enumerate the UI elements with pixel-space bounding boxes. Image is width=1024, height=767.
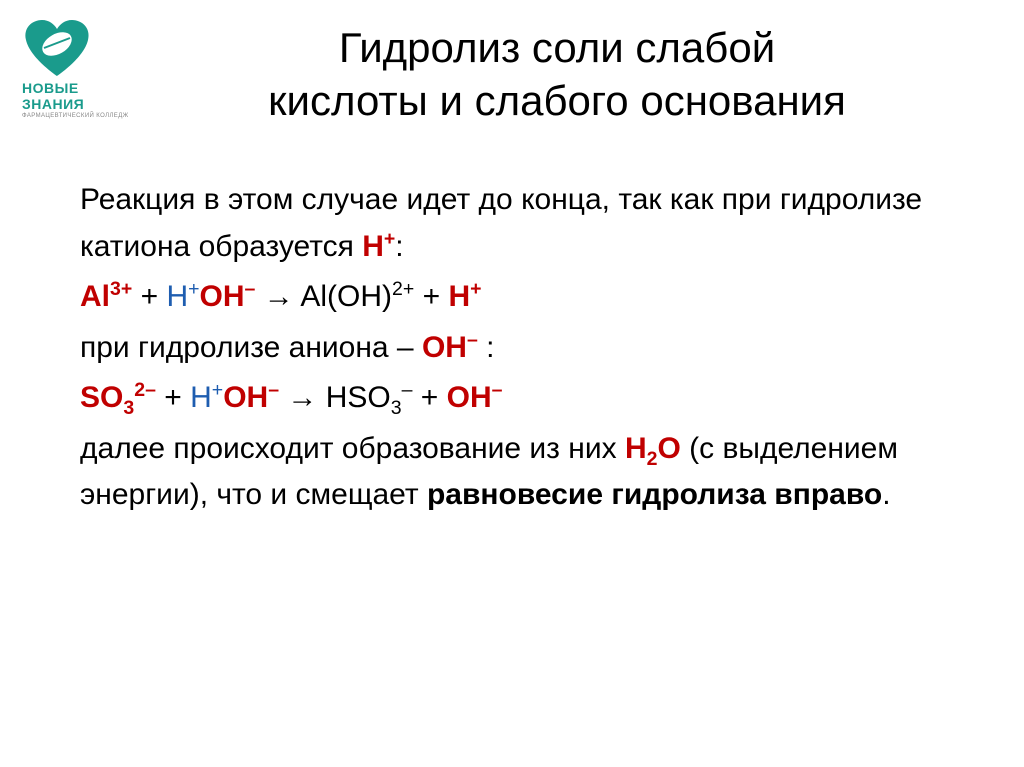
- p2-oh-sym: OH: [422, 331, 467, 364]
- eq2-oh2-sym: OH: [447, 381, 492, 414]
- h-plus-ion: H+: [362, 230, 395, 263]
- aloh-sup: 2+: [392, 278, 414, 300]
- p2-text: при гидролизе аниона –: [80, 331, 422, 364]
- logo-heart-icon: [22, 18, 92, 78]
- plus-op-3: +: [156, 381, 190, 414]
- p3-bold: равновесие гидролиза вправо: [427, 478, 882, 511]
- p2-oh-sup: –: [467, 329, 478, 351]
- logo-title: НОВЫЕ ЗНАНИЯ: [22, 80, 142, 112]
- p3-dot: .: [882, 478, 890, 511]
- paragraph-2: при гидролизе аниона – OH– :: [80, 325, 964, 372]
- oh-sym: OH: [200, 280, 245, 313]
- aloh-sym: Al(OH): [300, 280, 392, 313]
- h-sym: H: [166, 280, 188, 313]
- paragraph-3: далее происходит образование из них H2O …: [80, 426, 964, 519]
- aloh2plus: Al(OH)2+: [300, 280, 414, 313]
- colon-1: :: [395, 230, 403, 263]
- h-sup-1: +: [188, 278, 199, 300]
- logo-block: НОВЫЕ ЗНАНИЯ ФАРМАЦЕВТИЧЕСКИЙ КОЛЛЕДЖ: [22, 18, 142, 119]
- hplus-red: H+: [448, 280, 481, 313]
- h-charge: +: [384, 228, 395, 250]
- equation-2: SO32– + H+OH– → HSO3– + OH–: [80, 375, 964, 422]
- so3-ion: SO32–: [80, 381, 156, 414]
- paragraph-1: Реакция в этом случае идет до конца, так…: [80, 177, 964, 270]
- ohminus-final: OH–: [447, 381, 503, 414]
- h2o-o: O: [657, 432, 680, 465]
- p1-text: Реакция в этом случае идет до конца, так…: [80, 183, 922, 263]
- ohminus-red: OH–: [200, 280, 256, 313]
- arrow-1: →: [255, 280, 300, 313]
- logo-subtitle: ФАРМАЦЕВТИЧЕСКИЙ КОЛЛЕДЖ: [22, 113, 142, 119]
- plus-op-2: +: [414, 280, 448, 313]
- al-sup: 3+: [110, 278, 132, 300]
- h-symbol: H: [362, 230, 384, 263]
- so3-sym: SO: [80, 381, 123, 414]
- eq2-oh2-sup: –: [492, 379, 503, 401]
- h2o-sub: 2: [647, 448, 658, 470]
- eq2-oh-sup: –: [268, 379, 279, 401]
- title-line-1: Гидролиз соли слабой: [339, 24, 775, 71]
- eq2-oh-sym: OH: [223, 381, 268, 414]
- h2o-formula: H2O: [625, 432, 681, 465]
- title-line-2: кислоты и слабого основания: [268, 77, 846, 124]
- al-sym: Al: [80, 280, 110, 313]
- slide-body: Реакция в этом случае идет до конца, так…: [0, 127, 1024, 519]
- ohminus-label: OH–: [422, 331, 478, 364]
- p3-text-a: далее происходит образование из них: [80, 432, 625, 465]
- h2-sym: H: [448, 280, 470, 313]
- equation-1: Al3+ + H+OH– → Al(OH)2+ + H+: [80, 274, 964, 321]
- colon-2: :: [478, 331, 495, 364]
- slide-title: Гидролиз соли слабой кислоты и слабого о…: [0, 0, 1024, 127]
- plus-op-1: +: [132, 280, 166, 313]
- so3-sup: 2–: [134, 379, 156, 401]
- so3-sub: 3: [123, 397, 134, 419]
- ohminus-red-2: OH–: [223, 381, 279, 414]
- eq2-h-sup: +: [212, 379, 223, 401]
- h2-sup: +: [470, 278, 481, 300]
- eq2-h-sym: H: [190, 381, 212, 414]
- arrow-2: →: [279, 381, 326, 414]
- h2o-h: H: [625, 432, 647, 465]
- hplus-blue-2: H+: [190, 381, 223, 414]
- plus-op-4: +: [412, 381, 446, 414]
- hso3-sup: –: [402, 379, 413, 401]
- hplus-blue: H+: [166, 280, 199, 313]
- hso3-sub: 3: [391, 397, 402, 419]
- hso3-sym: HSO: [326, 381, 391, 414]
- oh-sup: –: [245, 278, 256, 300]
- al3plus: Al3+: [80, 280, 132, 313]
- hso3-ion: HSO3–: [326, 381, 413, 414]
